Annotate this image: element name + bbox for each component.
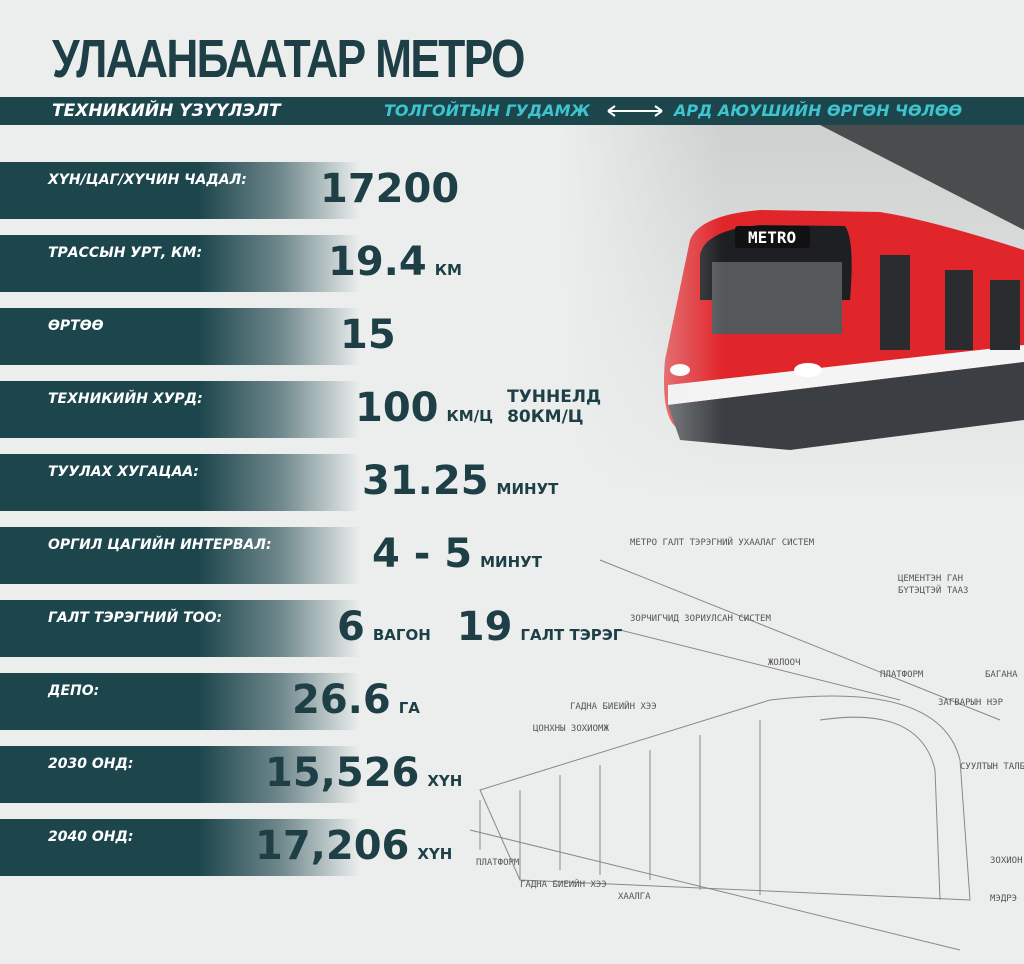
diagram-label: БАГАНА bbox=[985, 670, 1018, 680]
value: 17200 bbox=[320, 166, 460, 212]
unit: КМ bbox=[434, 261, 462, 279]
diagram-label: ЗОХИОН bbox=[990, 856, 1023, 866]
diagram-label: ПЛАТФОРМ bbox=[476, 858, 520, 868]
row-label: 2040 ОНД: bbox=[48, 829, 134, 845]
diagram-label: СУУЛТЫН ТАЛБ bbox=[960, 762, 1024, 772]
row-label: ТРАССЫН УРТ, КМ: bbox=[48, 245, 203, 261]
unit: ВАГОН bbox=[372, 626, 431, 644]
route-to: АРД АЮУШИЙН ӨРГӨН ЧӨЛӨӨ bbox=[674, 101, 963, 120]
diagram-label: ГАДНА БИЕИЙН ХЭЭ bbox=[570, 702, 657, 712]
blueprint bbox=[469, 559, 1001, 951]
row-label: 2030 ОНД: bbox=[48, 756, 134, 772]
row-band bbox=[0, 162, 360, 219]
fade bbox=[560, 125, 1024, 505]
diagram-label: БҮТЭЦТЭЙ ТААЗ bbox=[898, 586, 969, 596]
row-band bbox=[0, 527, 360, 584]
row-value: 100 КМ/Ц ТУННЕЛД 80КМ/Ц bbox=[355, 385, 601, 431]
unit: ХҮН bbox=[427, 772, 463, 790]
header-bar bbox=[0, 97, 1024, 125]
subtitle: ТЕХНИКИЙН ҮЗҮҮЛЭЛТ bbox=[52, 101, 281, 121]
value: 17,206 bbox=[255, 823, 410, 869]
diagram-label: ЦОНХНЫ ЗОХИОМЖ bbox=[533, 724, 609, 734]
row-label: ТЕХНИКИЙН ХУРД: bbox=[48, 391, 203, 407]
row-label: ДЕПО: bbox=[48, 683, 100, 699]
row-label: ГАЛТ ТЭРЭГНИЙ ТОО: bbox=[48, 610, 223, 626]
value: 15 bbox=[340, 312, 396, 358]
row-label: ХҮН/ЦАГ/ХҮЧИН ЧАДАЛ: bbox=[48, 172, 247, 188]
row-value: 31.25 МИНУТ bbox=[362, 458, 558, 504]
diagram-label: ЦЕМЕНТЭН ГАН bbox=[898, 574, 964, 584]
row-band bbox=[0, 819, 360, 876]
value: 19.4 bbox=[328, 239, 427, 285]
row-band bbox=[0, 308, 360, 365]
unit: ГАЛТ ТЭРЭГ bbox=[520, 626, 623, 644]
route-arrow bbox=[607, 105, 663, 117]
diagram-label: ЗАГВАРЫН НЭР bbox=[938, 698, 1004, 708]
unit: КМ/Ц bbox=[446, 407, 494, 425]
route-from: ТОЛГОЙТЫН ГУДАМЖ bbox=[384, 101, 591, 120]
diagram-label: ЗОРЧИГЧИД ЗОРИУЛСАН СИСТЕМ bbox=[630, 614, 771, 624]
unit: ГА bbox=[398, 699, 420, 717]
row-label: ӨРТӨӨ bbox=[48, 318, 104, 334]
note-line: 80КМ/Ц bbox=[507, 407, 584, 427]
row-band bbox=[0, 673, 360, 730]
row-band bbox=[0, 454, 360, 511]
row-value: 15 bbox=[340, 312, 396, 358]
unit: ХҮН bbox=[417, 845, 453, 863]
diagram-label: МЕТРО ГАЛТ ТЭРЭГНИЙ УХААЛАГ СИСТЕМ bbox=[630, 538, 815, 548]
diagram-label: ПЛАТФОРМ bbox=[880, 670, 924, 680]
row-value: 19.4 КМ bbox=[328, 239, 462, 285]
row-value: 26.6 ГА bbox=[292, 677, 420, 723]
row-band bbox=[0, 746, 360, 803]
diagram-label: ГАДНА БИЕИЙН ХЭЭ bbox=[520, 880, 607, 890]
note: ТУННЕЛД 80КМ/Ц bbox=[507, 388, 601, 427]
row-band bbox=[0, 381, 360, 438]
title: УЛААНБААТАР МЕТРО bbox=[52, 29, 525, 89]
train-sign: METRO bbox=[748, 228, 797, 247]
row-value: 4 - 5 МИНУТ bbox=[372, 531, 542, 577]
value: 6 bbox=[337, 604, 365, 650]
row-value: 17,206 ХҮН bbox=[255, 823, 452, 869]
diagram-label: ХААЛГА bbox=[618, 892, 651, 902]
unit: МИНУТ bbox=[496, 480, 559, 498]
row-label: ТУУЛАХ ХУГАЦАА: bbox=[48, 464, 199, 480]
row-band bbox=[0, 235, 360, 292]
unit: МИНУТ bbox=[480, 553, 542, 571]
value: 4 - 5 bbox=[372, 531, 473, 577]
value: 100 bbox=[355, 385, 439, 431]
row-band bbox=[0, 600, 360, 657]
note-line: ТУННЕЛД bbox=[507, 387, 602, 408]
value: 31.25 bbox=[362, 458, 489, 504]
row-label: ОРГИЛ ЦАГИЙН ИНТЕРВАЛ: bbox=[48, 537, 272, 553]
value: 26.6 bbox=[292, 677, 391, 723]
value: 19 bbox=[456, 604, 513, 650]
diagram-label: ЖОЛООЧ bbox=[768, 658, 801, 668]
value: 15,526 bbox=[265, 750, 420, 796]
row-value: 17200 bbox=[320, 166, 459, 212]
row-value: 15,526 ХҮН bbox=[265, 750, 462, 796]
row-value: 6 ВАГОН 19 ГАЛТ ТЭРЭГ bbox=[337, 604, 622, 650]
diagram-label: МЭДРЭ bbox=[990, 894, 1018, 904]
